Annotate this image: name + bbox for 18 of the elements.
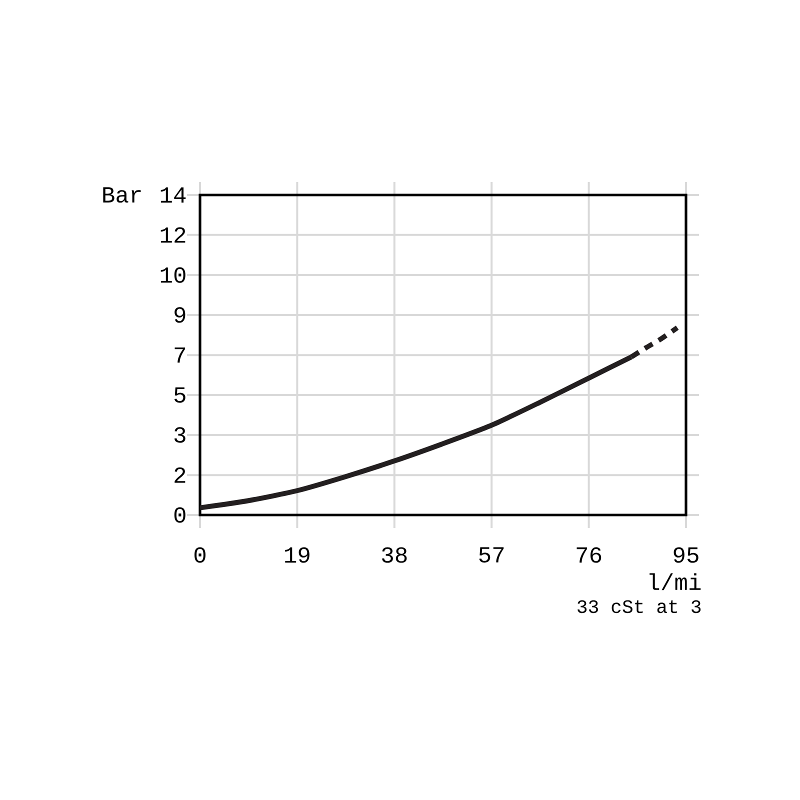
x-tick-label: 19 bbox=[285, 547, 310, 563]
x-tick-label: 38 bbox=[382, 547, 407, 563]
text: 33 cSt at 3 bbox=[578, 600, 701, 614]
y-tick-label: 3 bbox=[174, 427, 186, 443]
y-axis-title: Bar bbox=[103, 187, 141, 203]
y-tick-label: 7 bbox=[174, 348, 186, 363]
y-tick-label: 10 bbox=[160, 267, 186, 283]
x-tick-label: 95 bbox=[674, 547, 698, 563]
y-tick-label: 0 bbox=[174, 507, 186, 523]
x-tick-label: 0 bbox=[194, 547, 206, 563]
y-tick-label: 12 bbox=[160, 227, 186, 243]
x-axis-title: l/mi bbox=[650, 573, 701, 590]
y-tick-label: 9 bbox=[174, 307, 186, 323]
x-tick-label: 57 bbox=[479, 547, 504, 563]
y-tick-label: 2 bbox=[174, 467, 186, 483]
y-tick-label: 14 bbox=[160, 187, 186, 203]
x-tick-label: 76 bbox=[576, 547, 602, 563]
y-tick-label: 5 bbox=[174, 387, 186, 403]
